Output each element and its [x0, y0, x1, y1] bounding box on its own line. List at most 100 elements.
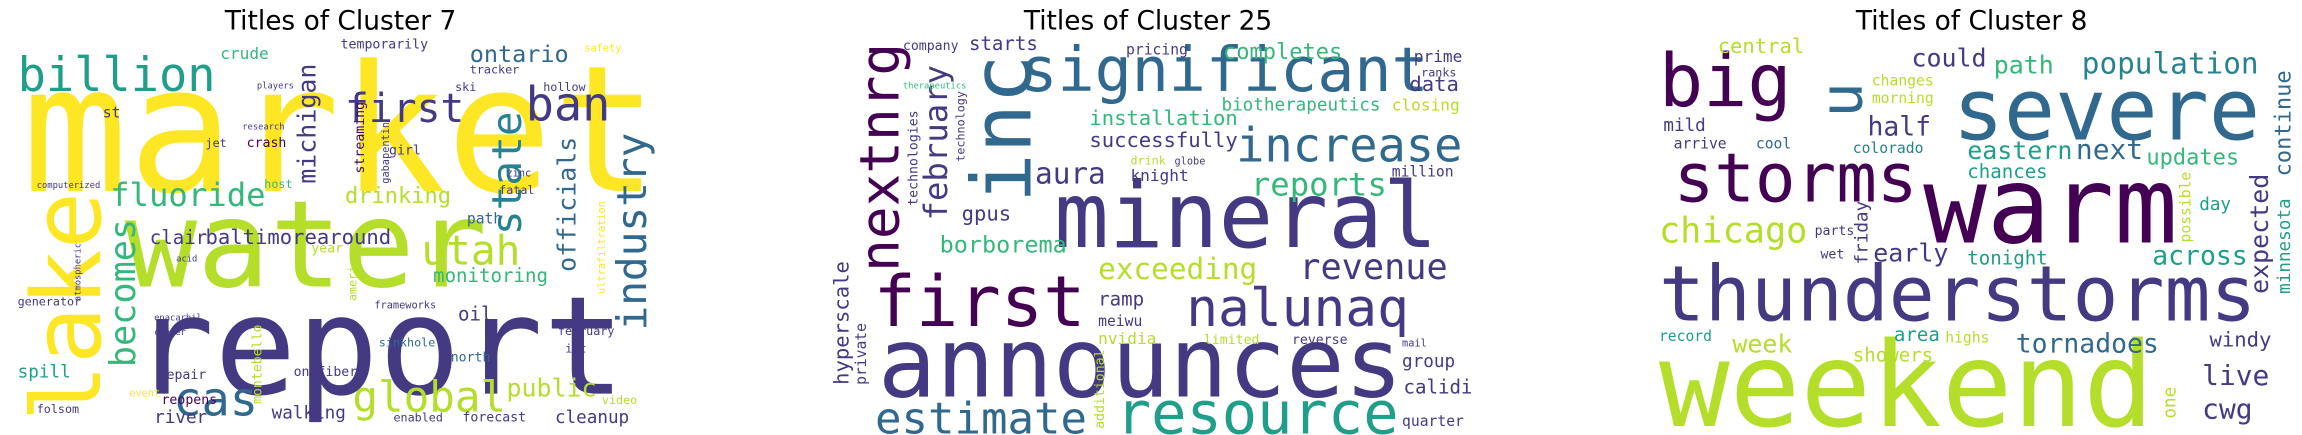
word: players [257, 81, 294, 91]
word: mild [1663, 116, 1705, 136]
word: half [1867, 111, 1931, 142]
word: cwg [2202, 393, 2252, 426]
word: fatal [499, 183, 534, 197]
word: early [1873, 239, 1948, 268]
word: knight [1130, 166, 1188, 185]
word: forecast [462, 411, 526, 426]
word: eastern [1967, 136, 2072, 165]
word: nextnrg [848, 43, 911, 272]
word: wet [1820, 248, 1844, 263]
word: storms [1674, 138, 1918, 217]
word: cas [173, 373, 258, 428]
word: private [853, 323, 870, 385]
word: mail [1402, 338, 1427, 350]
chart-title: Titles of Cluster 7 [224, 6, 457, 37]
word: hyperscale [830, 261, 854, 385]
word: limited [1204, 333, 1260, 348]
word: montebello [250, 324, 265, 404]
word: safety [584, 43, 621, 55]
word: next [2076, 133, 2143, 166]
word: record [1659, 328, 1712, 345]
word: billion [18, 48, 216, 103]
word: tracker [470, 63, 519, 77]
word: prime [1414, 47, 1463, 66]
word: inc [956, 54, 1051, 202]
word: lake [11, 192, 123, 422]
word: updates [2146, 146, 2239, 171]
word: temporarily [341, 38, 428, 53]
word: estimate [875, 393, 1087, 435]
word: folsom [37, 402, 79, 416]
word: gabapentin [380, 122, 392, 184]
word: group [1402, 352, 1455, 372]
word: path [467, 210, 502, 227]
word: computerized [37, 181, 101, 191]
word: million [1392, 163, 1454, 180]
word: increase [1236, 119, 1462, 174]
word: water [125, 176, 487, 316]
word: biotherapeutics [1221, 95, 1380, 115]
word: river [154, 408, 207, 428]
word: event [129, 388, 160, 400]
word: generator [18, 295, 82, 309]
word: exceeding [1098, 252, 1257, 286]
word: becomes [103, 219, 144, 367]
word: crash [247, 136, 287, 151]
chart-title: Titles of Cluster 25 [1023, 6, 1272, 37]
word: ranks [1421, 66, 1456, 80]
word: cleanup [555, 408, 629, 428]
word: video [602, 393, 637, 407]
word: successfully [1089, 128, 1237, 152]
word: announces [878, 307, 1403, 420]
word: repair [159, 368, 207, 383]
word: central [1718, 34, 1805, 58]
word: colorado [1853, 140, 1924, 157]
word: cool [1756, 135, 1791, 152]
word: ultrafiltration [596, 201, 608, 294]
word: quarter [1402, 413, 1464, 430]
word: crude [220, 44, 269, 63]
word: revenue [1299, 247, 1447, 288]
word: day [2199, 195, 2231, 215]
word: market [22, 27, 658, 233]
word: state [483, 111, 531, 235]
word: changes [1872, 72, 1934, 89]
word: industry [608, 133, 656, 331]
word: february [917, 65, 955, 220]
word: public [506, 374, 596, 403]
word: meiwu [1098, 313, 1142, 330]
word: morning [1872, 90, 1934, 107]
word: girl [389, 143, 421, 158]
word: tonight [1967, 247, 2047, 269]
word: live [2202, 359, 2269, 392]
word: utah [421, 226, 520, 274]
word: therapeutics [903, 81, 967, 91]
word: highs [1945, 329, 1989, 346]
word: aura [1035, 157, 1106, 191]
word: resource [1116, 378, 1399, 435]
word: iot [565, 342, 586, 356]
word: possible [2177, 172, 2194, 243]
word: american [346, 245, 360, 302]
word: warm [1923, 144, 2178, 267]
word: atmospheric [74, 243, 84, 301]
word: completes [1223, 40, 1342, 65]
word: path [1994, 51, 2054, 80]
word: chances [1967, 161, 2047, 183]
word: frameworks [374, 300, 436, 312]
word: mineral [1054, 164, 1438, 269]
word: michigan [293, 64, 322, 184]
word: copper [154, 328, 186, 338]
word: minnesota [2275, 198, 2295, 293]
word: monitoring [433, 265, 548, 287]
word: enabled [393, 411, 442, 425]
word: oil [458, 303, 492, 325]
word: sinkhole [379, 336, 436, 350]
word: arrive [1674, 135, 1727, 152]
word: zinc [506, 167, 531, 179]
word: big [1659, 39, 1792, 124]
word: significant [1020, 34, 1428, 106]
word: spill [18, 363, 71, 383]
word: parts [1815, 224, 1855, 239]
